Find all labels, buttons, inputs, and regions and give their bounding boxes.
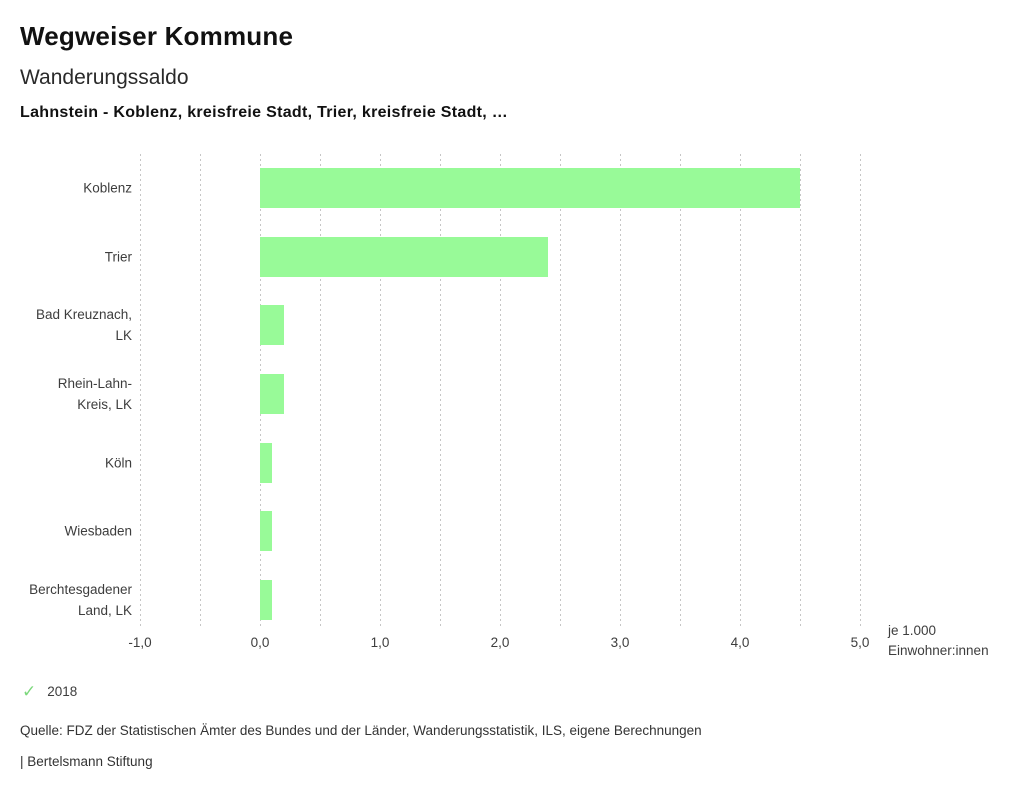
category-label: Rhein-Lahn- Kreis, LK (57, 376, 132, 412)
x-axis-unit-line1: je 1.000 (888, 623, 937, 638)
check-icon: ✓ (22, 682, 37, 701)
branding-note: | Bertelsmann Stiftung (20, 754, 153, 769)
category-label: Berchtesgadener Land, LK (29, 581, 132, 618)
legend[interactable]: ✓ 2018 (22, 683, 77, 700)
bar[interactable] (260, 511, 272, 552)
gridline (680, 154, 681, 628)
category-label: Bad Kreuznach, LK (35, 307, 132, 344)
gridline (320, 154, 321, 628)
gridline (440, 154, 441, 628)
bar[interactable] (260, 579, 272, 620)
gridline (380, 154, 381, 628)
gridline (500, 154, 501, 628)
source-note: Quelle: FDZ der Statistischen Ämter des … (20, 723, 702, 738)
category-label: Trier (104, 249, 132, 265)
bar[interactable] (260, 305, 284, 346)
category-label: Wiesbaden (64, 523, 132, 539)
x-axis-tick-label: 5,0 (850, 635, 870, 650)
chart-title: Wanderungssaldo (20, 66, 189, 89)
gridline (620, 154, 621, 628)
legend-year-label: 2018 (47, 684, 78, 699)
selection-breadcrumb: Lahnstein - Koblenz, kreisfreie Stadt, T… (20, 104, 509, 121)
x-axis-tick-label: -1,0 (128, 635, 152, 650)
gridline (800, 154, 801, 628)
gridline (140, 154, 141, 628)
bar[interactable] (260, 236, 548, 277)
x-axis-tick-label: 3,0 (610, 635, 630, 650)
gridline (740, 154, 741, 628)
x-axis-unit-label: je 1.000 Einwohner:innen (888, 621, 1024, 661)
gridline (200, 154, 201, 628)
x-axis-unit-line2: Einwohner:innen (888, 643, 989, 658)
x-axis-tick-label: 1,0 (370, 635, 390, 650)
gridline (860, 154, 861, 628)
x-axis-tick-label: 2,0 (490, 635, 510, 650)
page-title: Wegweiser Kommune (20, 21, 294, 51)
plot-area: je 1.000 Einwohner:innen Koblenz Trier Bad… (29, 154, 989, 658)
bar[interactable] (260, 442, 272, 483)
x-axis-tick-label: 0,0 (250, 635, 270, 650)
bar[interactable] (260, 168, 800, 209)
bar[interactable] (260, 374, 284, 414)
category-label: Köln (104, 455, 132, 471)
category-label: Koblenz (83, 180, 132, 196)
gridline (560, 154, 561, 628)
x-axis-tick-label: 4,0 (730, 635, 750, 650)
